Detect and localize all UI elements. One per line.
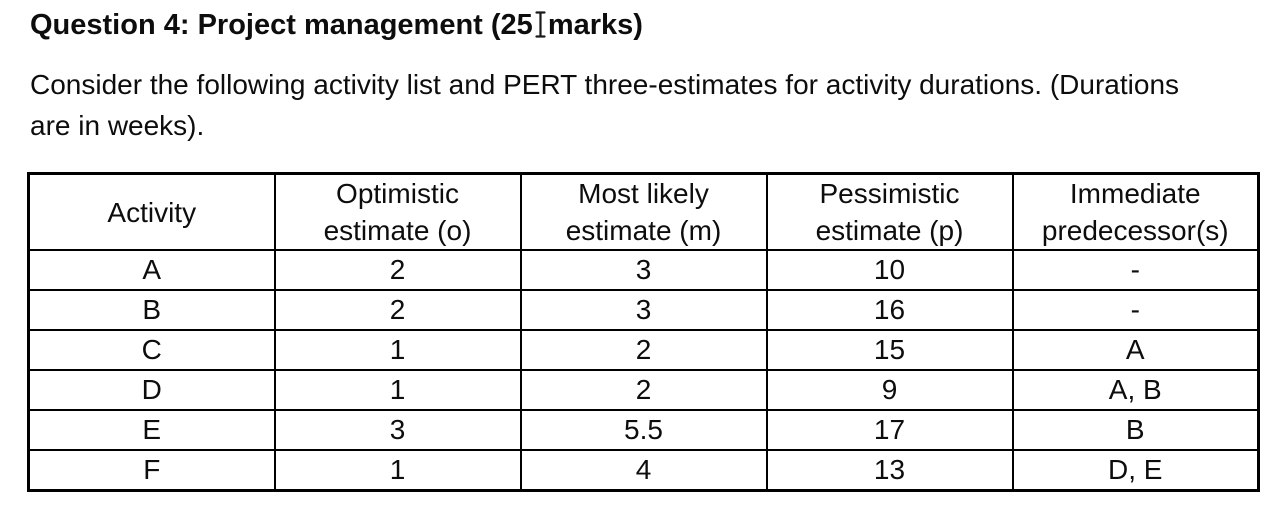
cell-optimistic: 2	[273, 289, 522, 331]
cell-predecessors: B	[1011, 409, 1260, 451]
col-header-activity: Activity	[27, 172, 276, 251]
intro-paragraph: Consider the following activity list and…	[30, 64, 1179, 146]
col-header-predecessors: Immediate predecessor(s)	[1011, 172, 1260, 251]
text-cursor-ibeam-icon	[534, 10, 547, 39]
cell-optimistic: 1	[273, 329, 522, 371]
cell-predecessors: A, B	[1011, 369, 1260, 411]
col-header-most-likely: Most likely estimate (m)	[519, 172, 768, 251]
cell-optimistic: 1	[273, 369, 522, 411]
intro-line-2: are in weeks).	[30, 110, 205, 141]
cell-most-likely: 3	[519, 289, 768, 331]
table-row-c: C 1 2 15 A	[27, 329, 1260, 371]
cell-pessimistic: 17	[765, 409, 1014, 451]
table-row-f: F 1 4 13 D, E	[27, 449, 1260, 492]
cell-activity: F	[27, 449, 276, 492]
cell-most-likely: 2	[519, 329, 768, 371]
table-row-d: D 1 2 9 A, B	[27, 369, 1260, 411]
cell-optimistic: 3	[273, 409, 522, 451]
cell-pessimistic: 16	[765, 289, 1014, 331]
table-row-b: B 2 3 16 -	[27, 289, 1260, 331]
cell-most-likely: 3	[519, 249, 768, 291]
cell-predecessors: -	[1011, 289, 1260, 331]
question-title: Question 4: Project management (25 marks)	[30, 6, 643, 44]
cell-predecessors: A	[1011, 329, 1260, 371]
cell-activity: E	[27, 409, 276, 451]
cell-pessimistic: 15	[765, 329, 1014, 371]
table-header-row: Activity Optimistic estimate (o) Most li…	[27, 172, 1260, 251]
cell-activity: D	[27, 369, 276, 411]
cell-most-likely: 4	[519, 449, 768, 492]
pert-estimates-table: Activity Optimistic estimate (o) Most li…	[27, 172, 1260, 492]
table-row-e: E 3 5.5 17 B	[27, 409, 1260, 451]
col-header-pessimistic: Pessimistic estimate (p)	[765, 172, 1014, 251]
cell-most-likely: 5.5	[519, 409, 768, 451]
table-row-a: A 2 3 10 -	[27, 249, 1260, 291]
cell-predecessors: D, E	[1011, 449, 1260, 492]
question-title-text-after-cursor: marks)	[547, 9, 643, 41]
col-header-optimistic: Optimistic estimate (o)	[273, 172, 522, 251]
cell-pessimistic: 10	[765, 249, 1014, 291]
cell-activity: C	[27, 329, 276, 371]
cell-activity: A	[27, 249, 276, 291]
question-title-text-before-cursor: Question 4: Project management (25	[30, 9, 533, 41]
cell-activity: B	[27, 289, 276, 331]
cell-pessimistic: 13	[765, 449, 1014, 492]
cell-pessimistic: 9	[765, 369, 1014, 411]
cell-predecessors: -	[1011, 249, 1260, 291]
cell-optimistic: 2	[273, 249, 522, 291]
cell-most-likely: 2	[519, 369, 768, 411]
intro-line-1: Consider the following activity list and…	[30, 69, 1180, 100]
cell-optimistic: 1	[273, 449, 522, 492]
